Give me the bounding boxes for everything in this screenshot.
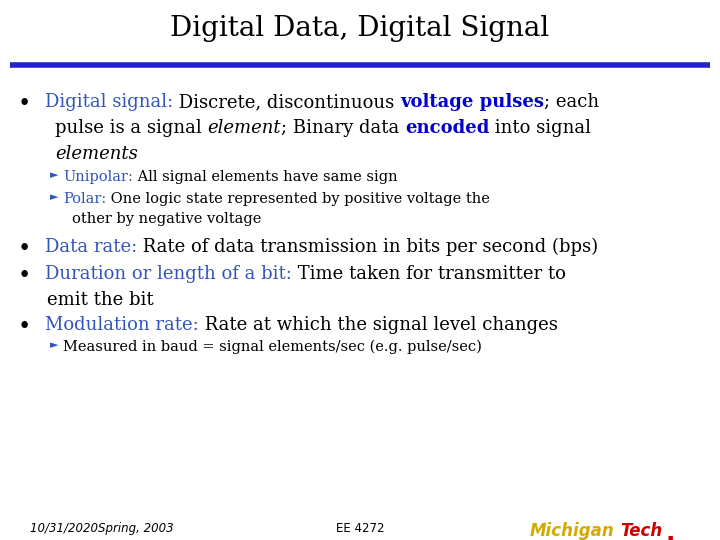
Text: ; each: ; each xyxy=(544,93,599,111)
Text: 10/31/2020Spring, 2003: 10/31/2020Spring, 2003 xyxy=(30,522,174,535)
Text: Polar:: Polar: xyxy=(63,192,107,206)
Text: Digital Data, Digital Signal: Digital Data, Digital Signal xyxy=(171,15,549,42)
Text: emit the bit: emit the bit xyxy=(47,291,153,309)
Text: •: • xyxy=(18,238,31,260)
Text: Digital signal:: Digital signal: xyxy=(45,93,174,111)
Text: elements: elements xyxy=(55,145,138,163)
Text: Data rate:: Data rate: xyxy=(45,238,138,255)
Text: into signal: into signal xyxy=(490,119,592,137)
Text: encoded: encoded xyxy=(405,119,490,137)
Text: Unipolar:: Unipolar: xyxy=(63,170,133,184)
Text: Time taken for transmitter to: Time taken for transmitter to xyxy=(292,265,566,283)
Text: ; Binary data: ; Binary data xyxy=(281,119,405,137)
Text: element: element xyxy=(207,119,281,137)
Text: ►: ► xyxy=(50,192,58,202)
Text: Modulation rate:: Modulation rate: xyxy=(45,316,199,334)
Text: voltage pulses: voltage pulses xyxy=(400,93,544,111)
Text: ►: ► xyxy=(50,340,58,350)
Text: Discrete, discontinuous: Discrete, discontinuous xyxy=(174,93,400,111)
Text: Rate of data transmission in bits per second (bps): Rate of data transmission in bits per se… xyxy=(138,238,598,256)
Text: ►: ► xyxy=(50,170,58,180)
Text: Michigan: Michigan xyxy=(530,522,615,540)
Text: Tech: Tech xyxy=(620,522,662,540)
Text: •: • xyxy=(18,93,31,115)
Text: Duration or length of a bit:: Duration or length of a bit: xyxy=(45,265,292,283)
Text: All signal elements have same sign: All signal elements have same sign xyxy=(133,170,397,184)
Text: •: • xyxy=(18,265,31,287)
Text: Rate at which the signal level changes: Rate at which the signal level changes xyxy=(199,316,557,334)
Text: EE 4272: EE 4272 xyxy=(336,522,384,535)
Text: •: • xyxy=(18,316,31,339)
Text: .: . xyxy=(665,522,675,540)
Text: One logic state represented by positive voltage the: One logic state represented by positive … xyxy=(107,192,490,206)
Text: pulse is a signal: pulse is a signal xyxy=(55,119,207,137)
Text: other by negative voltage: other by negative voltage xyxy=(72,212,261,226)
Text: Measured in baud = signal elements/sec (e.g. pulse/sec): Measured in baud = signal elements/sec (… xyxy=(63,340,482,354)
